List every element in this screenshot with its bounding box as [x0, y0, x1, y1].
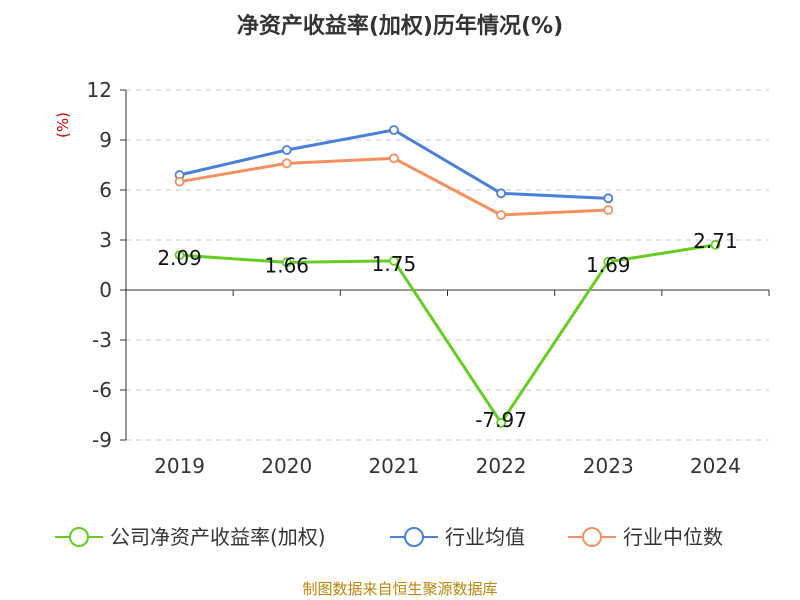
data-point: [603, 256, 614, 267]
legend-marker: [69, 527, 89, 547]
data-point: [496, 417, 506, 428]
legend-item[interactable]: 行业中位数: [568, 525, 723, 549]
data-point: [710, 239, 721, 250]
x-tick-label: 2020: [261, 454, 312, 478]
data-point: [174, 176, 185, 187]
chart-title: 净资产收益率(加权)历年情况(%): [237, 13, 563, 39]
data-point: [389, 125, 399, 135]
series-line: [179, 156, 609, 217]
y-tick-label: 9: [99, 128, 112, 152]
y-tick-label: -6: [92, 378, 112, 402]
data-point: [389, 153, 399, 164]
y-tick-label: -3: [92, 328, 112, 352]
series-group: [174, 125, 721, 428]
data-point: [281, 257, 292, 268]
axes: 12 9 6 3 0 -3 -6 -9 2019 2020 2021 2022 2023 2024: [87, 78, 770, 478]
x-tick-label: 2021: [368, 454, 419, 478]
y-axis-label: (%): [54, 112, 72, 138]
data-label: 1.66: [264, 253, 309, 277]
data-point: [281, 145, 292, 155]
data-label: 2.09: [157, 246, 202, 270]
gridlines: [126, 89, 769, 441]
data-point: [496, 188, 506, 199]
data-point: [496, 210, 506, 220]
data-label: -7.97: [475, 408, 527, 432]
legend-label: 公司净资产收益率(加权): [110, 525, 326, 549]
x-tick-label: 2023: [583, 454, 634, 478]
legend-marker: [582, 527, 602, 547]
data-point: [603, 205, 614, 215]
data-point: [281, 158, 292, 169]
data-point: [174, 250, 185, 261]
series-line: [179, 128, 609, 200]
legend[interactable]: 公司净资产收益率(加权) 行业均值 行业中位数: [55, 525, 723, 549]
source-note: 制图数据来自恒生聚源数据库: [302, 580, 497, 598]
data-label: 2.71: [693, 229, 738, 253]
legend-item[interactable]: 行业均值: [390, 525, 525, 549]
y-tick-label: 12: [87, 78, 112, 102]
legend-label: 行业中位数: [623, 525, 723, 549]
data-point: [389, 255, 399, 266]
legend-label: 行业均值: [445, 525, 525, 549]
legend-marker: [404, 527, 424, 547]
x-tick-label: 2024: [690, 454, 741, 478]
x-tick-label: 2019: [154, 454, 205, 478]
y-tick-label: 6: [99, 178, 112, 202]
y-tick-label: -9: [92, 428, 112, 452]
y-tick-label: 3: [99, 228, 112, 252]
data-labels: 2.09 1.66 1.75 -7.97 1.69 2.71: [157, 229, 737, 432]
series-line: [179, 243, 716, 425]
data-point: [603, 193, 614, 204]
data-label: 1.69: [586, 253, 631, 277]
y-tick-label: 0: [99, 278, 112, 302]
legend-item[interactable]: 公司净资产收益率(加权): [55, 525, 326, 549]
data-label: 1.75: [372, 252, 417, 276]
x-tick-label: 2022: [476, 454, 527, 478]
